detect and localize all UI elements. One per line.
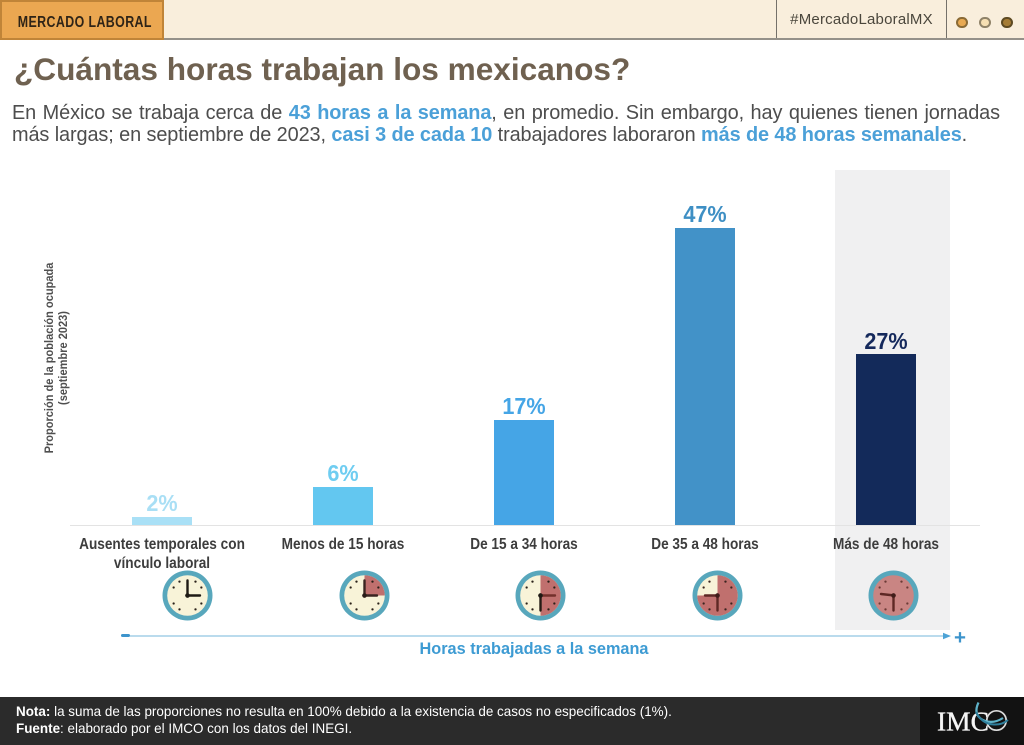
svg-text:IMC: IMC [937,706,989,737]
